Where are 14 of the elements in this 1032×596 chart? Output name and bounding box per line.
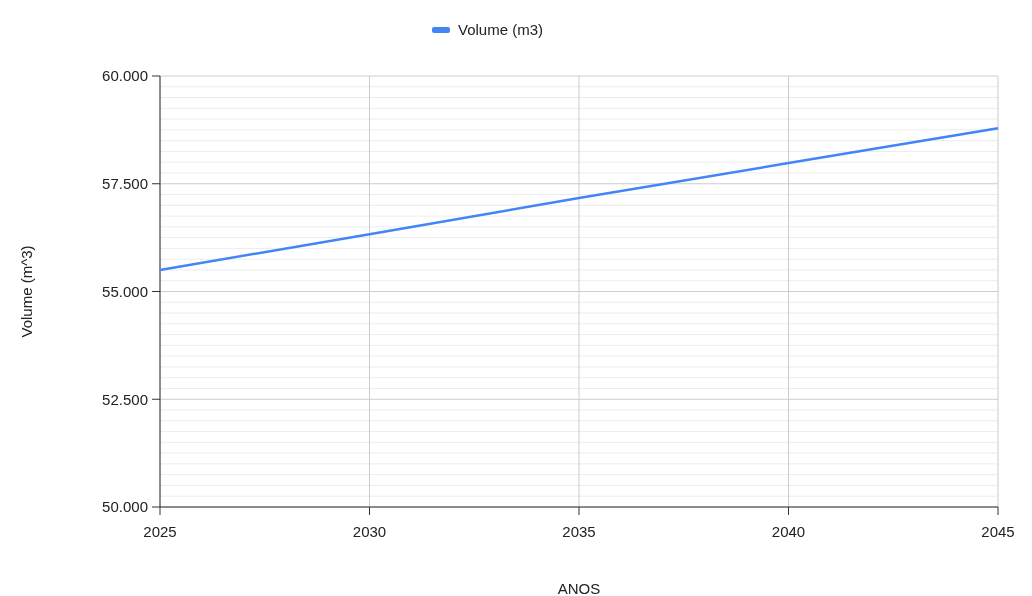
- x-tick-label: 2040: [771, 523, 806, 540]
- x-tick-label: 2035: [562, 523, 596, 540]
- line-series: [158, 126, 1000, 272]
- x-tick-label: 2030: [352, 523, 387, 540]
- legend-label: Volume (m3): [458, 21, 544, 39]
- y-tick-label: 57.500: [102, 175, 148, 192]
- y-tick-label: 55.000: [102, 282, 148, 300]
- x-tick-label: 2045: [981, 523, 1015, 540]
- x-axis-title: ANOS: [557, 580, 601, 596]
- y-tick-label: 50.000: [102, 498, 148, 516]
- x-tick-label: 2025: [143, 523, 177, 540]
- y-tick-label: 60.000: [102, 67, 148, 85]
- y-axis-title: Volume (m^3): [18, 245, 35, 338]
- y-tick-label: 52.500: [102, 390, 148, 408]
